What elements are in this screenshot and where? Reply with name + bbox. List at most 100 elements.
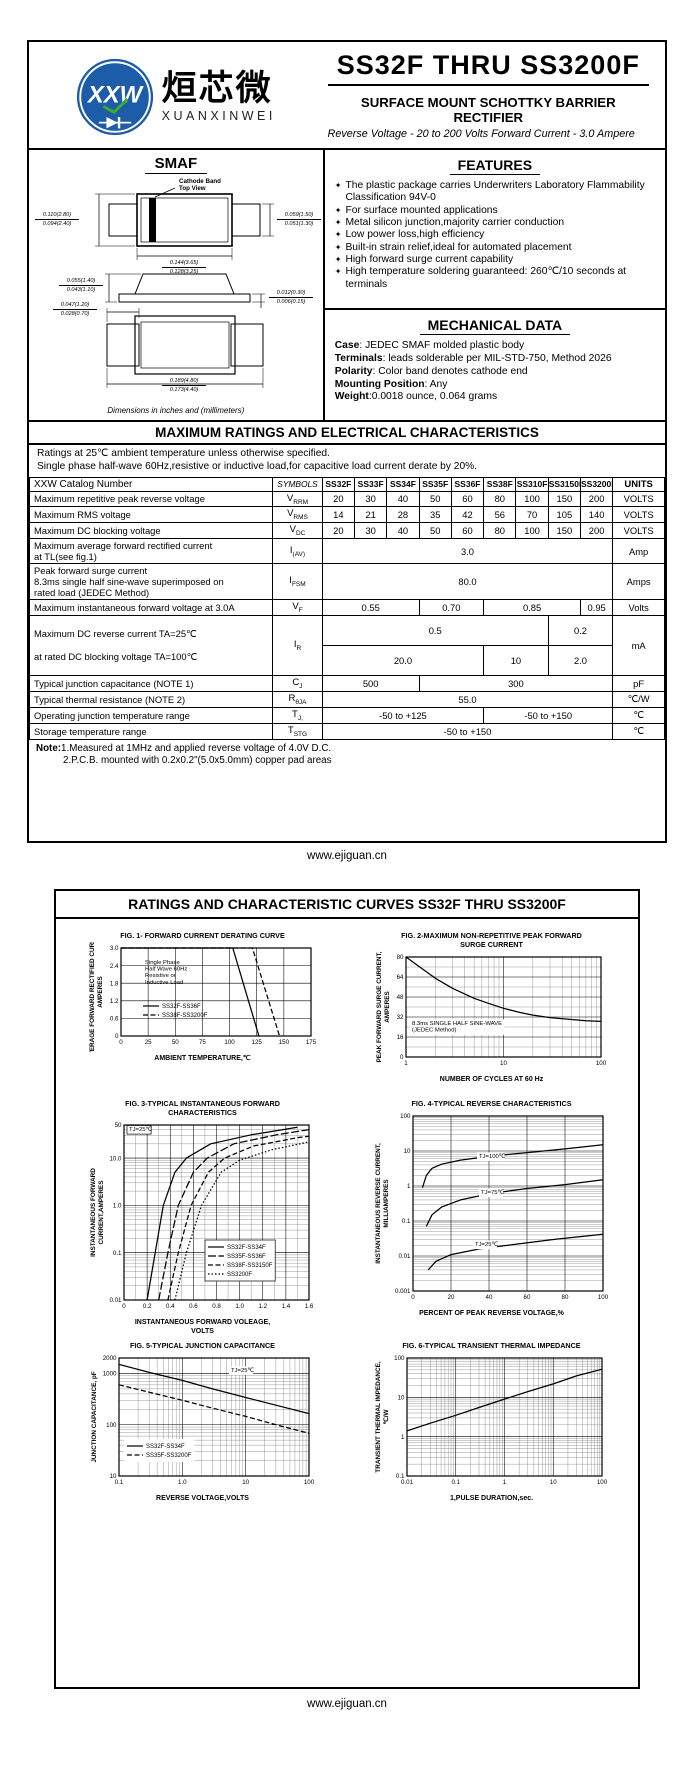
header: XXW 烜芯微 XUANXINWEI SS32F THRU SS3200F SU…	[29, 42, 665, 150]
svg-text:SS38F-SS3150F: SS38F-SS3150F	[227, 1263, 273, 1269]
device-type-subtitle: SURFACE MOUNT SCHOTTKY BARRIER RECTIFIER	[360, 95, 616, 125]
mech-item: Case: JEDEC SMAF molded plastic body	[334, 340, 525, 351]
table-row-ifsm: Peak forward surge current 8.3ms single …	[28, 563, 665, 601]
svg-text:0.1: 0.1	[451, 1479, 460, 1486]
figure-grid: FIG. 1- FORWARD CURRENT DERATING CURVE 0 2…	[56, 919, 638, 1537]
svg-text:32: 32	[397, 1014, 404, 1021]
svg-text:8.3ms SINGLE HALF SINE-WAVE: 8.3ms SINGLE HALF SINE-WAVE	[412, 1021, 502, 1027]
feature-item: ✦ Low power loss,high efficiency	[334, 229, 485, 241]
units-header: UNITS	[612, 476, 665, 492]
svg-text:CURRENT,AMPERES: CURRENT,AMPERES	[98, 1180, 105, 1245]
dim-total-length: 0.189(4.80) 0.173(4.40)	[162, 378, 206, 393]
fig3-series-SS3200F	[174, 1141, 310, 1301]
table-row-tj: Operating junction temperature range TJ,…	[28, 706, 665, 724]
fig3-plot: 0 0.2 0.4 0.6 0.8 1.0 1.2 1.4 1.6 0.01 0.1 1.0 10.0 5…	[90, 1122, 314, 1310]
svg-text:100: 100	[106, 1422, 117, 1429]
package-name: SMAF	[144, 155, 208, 174]
fig2-xlabel: NUMBER OF CYCLES AT 60 Hz	[439, 1076, 544, 1083]
feature-item: ✦ For surface mounted applications	[334, 204, 498, 216]
table-row-vrrm: Maximum repetitive peak reverse voltage …	[28, 490, 665, 508]
package-outline-panel: SMAF	[29, 150, 325, 420]
feature-item: ✦ The plastic package carries Underwriter…	[334, 180, 645, 204]
feature-item: ✦ High forward surge current capability	[334, 254, 514, 266]
dim-body-width: 0.110(2.80) 0.094(2.40)	[35, 212, 79, 227]
fig2-series-surge-current	[405, 956, 602, 1023]
mech-item: Polarity: Color band denotes cathode end	[334, 365, 528, 377]
svg-text:SS32F-SS34F: SS32F-SS34F	[146, 1444, 185, 1450]
part-column: SS36F	[450, 476, 485, 492]
svg-text:SS35F-SS36F: SS35F-SS36F	[227, 1254, 266, 1260]
bullet-icon: ✦	[334, 267, 342, 277]
figure-1-forward-current-derating: FIG. 1- FORWARD CURRENT DERATING CURVE 0 2…	[58, 931, 347, 1099]
svg-text:100: 100	[596, 1060, 607, 1067]
dim-tab-width: 0.059(1.50) 0.051(1.30)	[277, 212, 321, 227]
svg-text:AMPERES: AMPERES	[97, 975, 104, 1007]
svg-text:10: 10	[500, 1060, 507, 1067]
svg-text:10: 10	[242, 1479, 249, 1486]
part-column: SS3150F	[547, 476, 581, 492]
fig5-title: FIG. 5-TYPICAL JUNCTION CAPACITANCE	[130, 1341, 275, 1350]
fig4-plot: 0 20 40 60 80 100 0.001 0.01 0.1 1 10 100 INSTANTANE…	[375, 1113, 609, 1301]
svg-text:TJ=25℃: TJ=25℃	[129, 1127, 153, 1133]
mech-item: Weight:0.0018 ounce, 0.064 grams	[334, 391, 498, 403]
svg-text:MILLIAMPERES: MILLIAMPERES	[383, 1179, 390, 1228]
part-column: SS38F	[483, 476, 517, 492]
cathode-band-label: Cathode Band Top View	[179, 178, 221, 193]
company-logo-icon: XXW	[76, 58, 153, 136]
fig6-xlabel: 1,PULSE DURATION,sec.	[449, 1495, 534, 1502]
features-title: FEATURES	[449, 157, 541, 175]
table-row-vf: Maximum instantaneous forward voltage at…	[28, 599, 665, 617]
logo-latin-name: XUANXINWEI	[161, 108, 276, 123]
svg-text:10.0: 10.0	[109, 1155, 122, 1162]
fig6-title: FIG. 6-TYPICAL TRANSIENT THERMAL IMPEDAN…	[402, 1341, 581, 1350]
figure-3-forward-characteristics: FIG. 3-TYPICAL INSTANTANEOUS FORWARD CHA…	[58, 1099, 347, 1341]
dim-body-length: 0.144(3.65) 0.128(3.25)	[162, 260, 206, 275]
catalog-header: XXW Catalog Number	[28, 476, 274, 492]
svg-text:2.4: 2.4	[109, 963, 118, 970]
svg-text:SS35F-SS3200F: SS35F-SS3200F	[146, 1453, 192, 1459]
mechanical-data-section: MECHANICAL DATA Case: JEDEC SMAF molded …	[325, 310, 665, 420]
feature-item: ✦ Metal silicon junction,majority carrier…	[334, 217, 565, 229]
svg-text:TJ=25℃: TJ=25℃	[475, 1242, 499, 1248]
svg-text:80: 80	[561, 1294, 568, 1301]
table-row-ir-100c: 20.0 10 2.0	[30, 645, 665, 677]
mechanical-data-title: MECHANICAL DATA	[419, 317, 571, 335]
features-column: FEATURES ✦ The plastic package carries Un…	[324, 150, 665, 420]
svg-text:1.2: 1.2	[109, 998, 118, 1005]
svg-text:0.1: 0.1	[113, 1250, 122, 1257]
svg-text:SS38F-SS3200F: SS38F-SS3200F	[162, 1013, 208, 1019]
svg-text:100: 100	[394, 1355, 405, 1362]
fig4-xlabel: PERCENT OF PEAK REVERSE VOLTAGE,%	[419, 1310, 564, 1317]
figure-4-reverse-characteristics: FIG. 4-TYPICAL REVERSE CHARACTERISTICS 0 2…	[347, 1099, 636, 1341]
fig5-series-SS32F-SS34F	[118, 1363, 309, 1415]
svg-text:125: 125	[251, 1039, 262, 1046]
svg-text:TJ=100℃: TJ=100℃	[479, 1154, 506, 1160]
fig4-series-TJ=25C	[427, 1233, 603, 1271]
fig4-series-TJ=75C	[425, 1179, 603, 1227]
ratings-condition-line: Single phase half-wave 60Hz,resistive or…	[37, 460, 477, 472]
fig6-series-thermal-impedance	[406, 1368, 603, 1432]
svg-text:0.1: 0.1	[114, 1479, 123, 1486]
logo-monogram: XXW	[86, 82, 145, 109]
svg-text:1000: 1000	[102, 1371, 116, 1378]
table-header-row: XXW Catalog Number SYMBOLS SS32F SS33F S…	[28, 476, 665, 492]
part-column: SS33F	[354, 476, 388, 492]
fig5-xlabel: REVERSE VOLTAGE,VOLTS	[156, 1495, 249, 1502]
curves-page: RATINGS AND CHARACTERISTIC CURVES SS32F …	[54, 889, 640, 1689]
datasheet-front-page: XXW 烜芯微 XUANXINWEI SS32F THRU SS3200F SU…	[27, 40, 667, 843]
svg-text:0: 0	[400, 1054, 404, 1061]
dim-body-height: 0.055(1.40) 0.043(1.10)	[59, 278, 103, 293]
mechanical-data-list: Case: JEDEC SMAF molded plastic body Ter…	[335, 340, 655, 404]
fig5-plot: 0.1 1.0 10 100 10 100 1000 2000 JUNCTION CAPACIT…	[91, 1355, 315, 1486]
svg-text:SS32F-SS34F: SS32F-SS34F	[227, 1245, 266, 1251]
fig5-series-SS35F-SS3200F	[118, 1384, 309, 1434]
part-number-title: SS32F THRU SS3200F	[336, 50, 640, 80]
package-drawing: Cathode Band Top View 0.110(2.80) 0.094(2…	[29, 178, 325, 396]
svg-text:INSTANTANEOUS FORWARD: INSTANTANEOUS FORWARD	[90, 1168, 97, 1257]
svg-text:16: 16	[397, 1034, 404, 1041]
svg-text:TJ=25℃: TJ=25℃	[231, 1368, 255, 1374]
svg-text:INSTANTANEOUS REVERSE CURRENT,: INSTANTANEOUS REVERSE CURRENT,	[375, 1143, 382, 1264]
svg-text:JUNCTION CAPACITANCE, pF: JUNCTION CAPACITANCE, pF	[91, 1371, 98, 1462]
note-line-1: Note:1.Measured at 1MHz and applied reve…	[36, 742, 332, 754]
ratings-condition-line: Ratings at 25℃ ambient temperature unles…	[37, 448, 330, 459]
